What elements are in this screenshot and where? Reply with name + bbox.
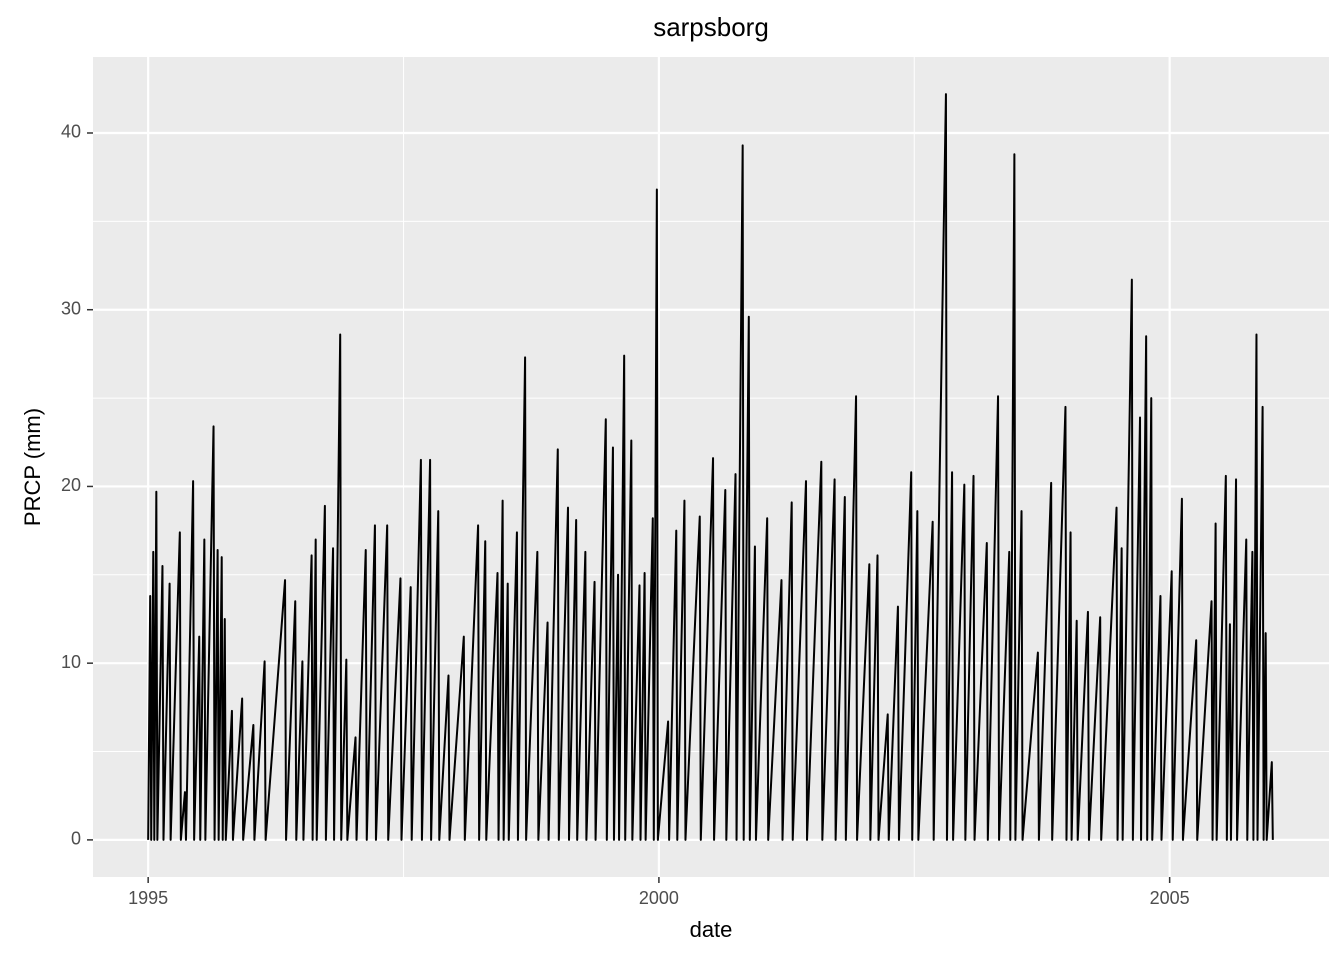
y-tick-label: 30 <box>61 298 81 318</box>
y-axis-title: PRCP (mm) <box>20 408 45 526</box>
x-tick-label: 2000 <box>639 888 679 908</box>
x-axis-title: date <box>690 917 733 942</box>
y-tick-label: 0 <box>71 829 81 849</box>
x-tick-label: 1995 <box>128 888 168 908</box>
chart-title: sarpsborg <box>653 12 769 42</box>
y-tick-label: 40 <box>61 122 81 142</box>
y-tick-label: 10 <box>61 652 81 672</box>
precipitation-line <box>147 93 1274 841</box>
x-tick-label: 2005 <box>1150 888 1190 908</box>
y-tick-label: 20 <box>61 475 81 495</box>
grid <box>93 57 1329 877</box>
axes: 0 10 20 30 40 1995 2000 2005 <box>61 122 1190 908</box>
data-layer <box>147 93 1274 841</box>
panel <box>93 57 1329 877</box>
